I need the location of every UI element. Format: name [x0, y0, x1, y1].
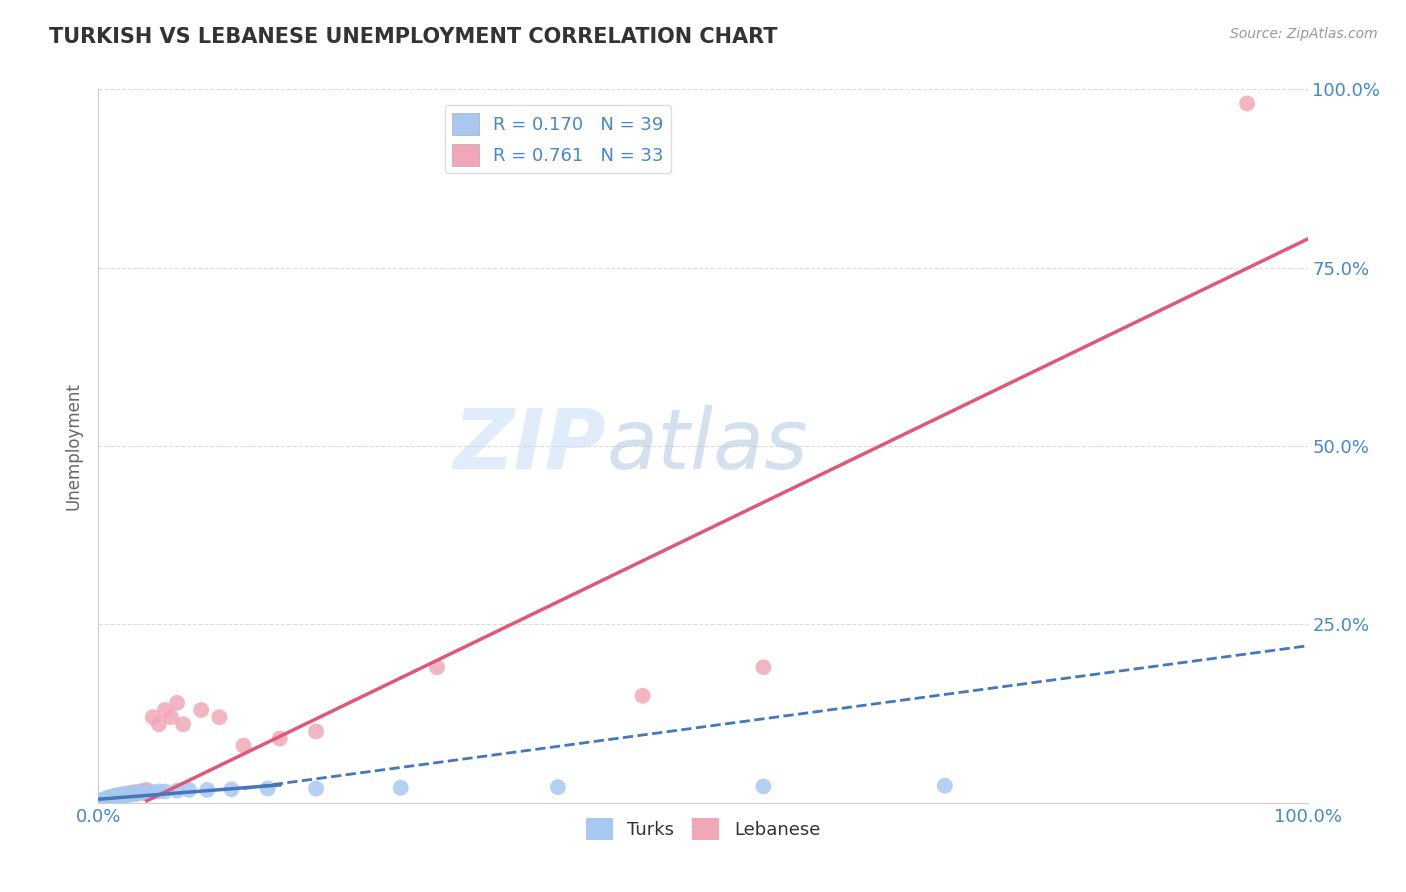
Point: [179, 783, 201, 797]
Point: [108, 788, 131, 802]
Point: [134, 787, 156, 801]
Point: [134, 783, 156, 797]
Text: TURKISH VS LEBANESE UNEMPLOYMENT CORRELATION CHART: TURKISH VS LEBANESE UNEMPLOYMENT CORRELA…: [49, 27, 778, 46]
Point: [166, 696, 188, 710]
Point: [100, 791, 122, 805]
Point: [153, 784, 176, 798]
Point: [221, 782, 243, 797]
Point: [105, 789, 128, 803]
Point: [107, 790, 129, 805]
Point: [631, 689, 654, 703]
Point: [208, 710, 231, 724]
Point: [101, 789, 124, 804]
Point: [91, 794, 114, 808]
Point: [142, 785, 165, 799]
Point: [121, 786, 143, 800]
Point: [934, 779, 956, 793]
Point: [752, 780, 775, 794]
Point: [90, 794, 112, 808]
Point: [98, 790, 121, 805]
Text: Source: ZipAtlas.com: Source: ZipAtlas.com: [1230, 27, 1378, 41]
Point: [91, 793, 114, 807]
Point: [160, 710, 183, 724]
Point: [91, 794, 114, 808]
Point: [111, 787, 134, 801]
Point: [129, 784, 152, 798]
Point: [93, 792, 115, 806]
Point: [232, 739, 254, 753]
Point: [547, 780, 569, 794]
Point: [94, 791, 117, 805]
Point: [190, 703, 212, 717]
Point: [153, 703, 176, 717]
Point: [127, 786, 149, 800]
Point: [114, 787, 136, 801]
Point: [148, 784, 170, 798]
Point: [124, 785, 146, 799]
Point: [135, 786, 157, 800]
Point: [426, 660, 449, 674]
Point: [117, 787, 139, 801]
Point: [103, 790, 125, 805]
Point: [129, 785, 152, 799]
Point: [100, 790, 122, 805]
Point: [108, 789, 131, 804]
Point: [100, 790, 122, 805]
Point: [195, 783, 218, 797]
Point: [256, 781, 278, 796]
Point: [108, 789, 131, 804]
Legend: Turks, Lebanese: Turks, Lebanese: [578, 811, 828, 847]
Point: [98, 792, 121, 806]
Point: [121, 786, 143, 800]
Point: [305, 781, 328, 796]
Y-axis label: Unemployment: Unemployment: [65, 382, 83, 510]
Point: [389, 780, 412, 795]
Point: [135, 783, 157, 797]
Point: [103, 789, 125, 804]
Point: [1236, 96, 1258, 111]
Point: [127, 787, 149, 801]
Point: [111, 789, 134, 803]
Point: [752, 660, 775, 674]
Point: [118, 788, 141, 802]
Point: [93, 792, 115, 806]
Point: [118, 787, 141, 801]
Point: [105, 789, 128, 803]
Point: [124, 787, 146, 801]
Point: [148, 717, 170, 731]
Point: [142, 710, 165, 724]
Text: ZIP: ZIP: [454, 406, 606, 486]
Point: [305, 724, 328, 739]
Point: [114, 789, 136, 803]
Point: [96, 791, 118, 805]
Point: [90, 794, 112, 808]
Text: atlas: atlas: [606, 406, 808, 486]
Point: [172, 717, 194, 731]
Point: [166, 783, 188, 797]
Point: [269, 731, 291, 746]
Point: [96, 793, 118, 807]
Point: [97, 790, 120, 805]
